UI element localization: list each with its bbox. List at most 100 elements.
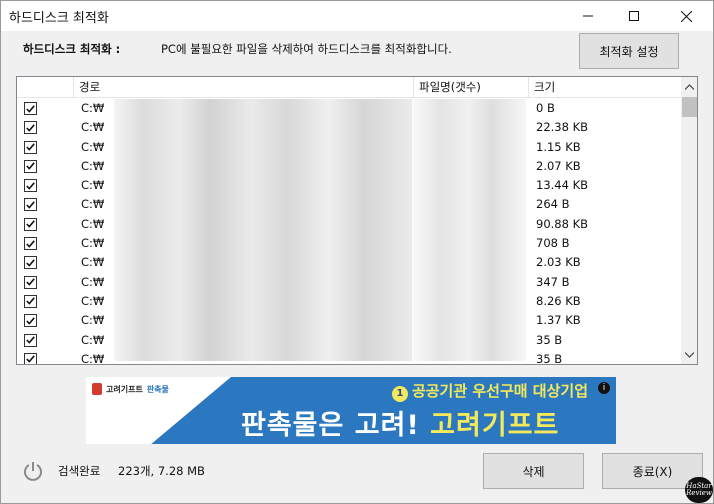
table-row[interactable]: C:₩ 8.26 KB [17, 292, 681, 311]
table-row[interactable]: C:₩ 13.44 KB [17, 176, 681, 195]
table-row[interactable]: C:₩ 2.03 KB [17, 253, 681, 272]
header-size[interactable]: 크기 [534, 80, 556, 94]
row-checkbox[interactable] [24, 179, 37, 193]
table-row[interactable]: C:₩ 22.38 KB [17, 118, 681, 137]
checkmark-icon [26, 143, 35, 151]
header-path[interactable]: 경로 [74, 77, 414, 98]
checkmark-icon [26, 104, 35, 113]
table-row[interactable]: C:₩ 708 B [17, 234, 681, 253]
minimize-button[interactable] [565, 1, 611, 31]
row-checkbox[interactable] [24, 159, 37, 173]
file-list[interactable]: 경로 파일명(갯수) 크기 C:₩ 0 B C:₩ 22.38 KB C:₩ 1.15 K… [16, 76, 698, 365]
table-row[interactable]: C:₩ 264 B [17, 195, 681, 214]
row-checkbox[interactable] [24, 275, 37, 289]
row-size: 8.26 KB [536, 293, 581, 308]
scroll-up-icon[interactable] [684, 81, 695, 92]
table-row[interactable]: C:₩ 1.37 KB [17, 311, 681, 330]
ad-banner[interactable]: 고려기프트 판촉물 1 공공기관 우선구매 대상기업 판촉물은 고려! 고려기프트… [86, 377, 616, 444]
row-size: 708 B [536, 236, 570, 251]
row-checkbox[interactable] [24, 140, 37, 154]
row-path: C:₩ [81, 120, 105, 135]
table-row[interactable]: C:₩ 90.88 KB [17, 215, 681, 234]
row-checkbox[interactable] [24, 352, 37, 364]
row-path: C:₩ [81, 293, 105, 308]
table-row[interactable]: C:₩ 0 B [17, 99, 681, 118]
row-size: 2.07 KB [536, 158, 581, 173]
checkmark-icon [26, 239, 35, 248]
status-summary: 223개, 7.28 MB [118, 464, 205, 478]
row-path: C:₩ [81, 197, 105, 212]
checkmark-icon [26, 181, 35, 190]
info-label: 하드디스크 최적화 : [23, 42, 121, 56]
banner-top-text: 공공기관 우선구매 대상기업 [411, 382, 588, 400]
row-size: 1.15 KB [536, 139, 581, 154]
row-checkbox[interactable] [24, 333, 37, 347]
row-path: C:₩ [81, 178, 105, 193]
close-window-button[interactable] [663, 1, 709, 31]
row-checkbox[interactable] [24, 314, 37, 328]
row-path: C:₩ [81, 216, 105, 231]
rank-badge-icon: 1 [391, 386, 408, 402]
row-size: 35 B [536, 332, 563, 347]
header-filename[interactable]: 파일명(갯수) [414, 77, 529, 98]
row-path: C:₩ [81, 101, 105, 115]
table-row[interactable]: C:₩ 347 B [17, 273, 681, 292]
ad-info-icon[interactable]: i [598, 382, 610, 394]
row-size: 90.88 KB [536, 216, 589, 231]
redacted-filename-area [412, 99, 526, 361]
row-path: C:₩ [81, 313, 105, 328]
title-bar: 하드디스크 최적화 [1, 1, 713, 31]
maximize-icon [629, 11, 639, 21]
table-row[interactable]: C:₩ 2.07 KB [17, 157, 681, 176]
table-row[interactable]: C:₩ 1.15 KB [17, 138, 681, 157]
checkmark-icon [26, 201, 35, 209]
row-path: C:₩ [81, 158, 105, 173]
status-label: 검색완료 [58, 464, 101, 478]
row-checkbox[interactable] [24, 102, 37, 115]
row-checkbox[interactable] [24, 256, 37, 270]
row-checkbox[interactable] [24, 121, 37, 135]
row-size: 13.44 KB [536, 178, 589, 193]
checkmark-icon [26, 278, 35, 286]
banner-main-line: 판촉물은 고려! 고려기프트 [241, 403, 559, 442]
checkmark-icon [26, 336, 35, 344]
checkmark-icon [26, 317, 35, 325]
banner-logo-text: 고려기프트 [106, 384, 143, 394]
table-row[interactable]: C:₩ 35 B [17, 331, 681, 350]
row-path: C:₩ [81, 236, 105, 251]
checkmark-icon [26, 220, 35, 229]
row-size: 2.03 KB [536, 255, 581, 270]
power-icon [24, 462, 42, 481]
banner-main-highlight: 고려기프트 [430, 410, 560, 441]
row-size: 35 B [536, 351, 563, 365]
row-size: 264 B [536, 197, 570, 212]
brand-logo-icon [92, 383, 102, 395]
header-check-column[interactable] [17, 77, 74, 98]
watermark-logo: HaStar Review [685, 477, 713, 503]
checkmark-icon [26, 259, 35, 267]
list-header: 경로 파일명(갯수) 크기 [17, 77, 681, 98]
redacted-path-area [114, 99, 412, 361]
row-path: C:₩ [81, 351, 105, 365]
banner-logo-accent: 판촉물 [146, 384, 169, 394]
maximize-button[interactable] [611, 1, 657, 31]
table-row[interactable]: C:₩ 35 B [17, 350, 681, 365]
row-checkbox[interactable] [24, 294, 37, 308]
row-size: 22.38 KB [536, 120, 589, 135]
row-checkbox[interactable] [24, 217, 37, 231]
delete-button[interactable]: 삭제 [483, 453, 584, 489]
row-checkbox[interactable] [24, 237, 37, 251]
window-title: 하드디스크 최적화 [9, 11, 109, 26]
scroll-down-icon[interactable] [684, 349, 695, 360]
minimize-icon [583, 15, 593, 17]
row-size: 347 B [536, 274, 570, 289]
info-description: PC에 불필요한 파일을 삭제하여 하드디스크를 최적화합니다. [161, 42, 452, 56]
row-checkbox[interactable] [24, 198, 37, 212]
vertical-scrollbar[interactable] [681, 77, 697, 364]
row-size: 1.37 KB [536, 313, 581, 328]
row-path: C:₩ [81, 255, 105, 270]
scrollbar-thumb[interactable] [682, 97, 697, 117]
close-icon [680, 10, 692, 22]
optimize-settings-button[interactable]: 최적화 설정 [579, 33, 679, 69]
